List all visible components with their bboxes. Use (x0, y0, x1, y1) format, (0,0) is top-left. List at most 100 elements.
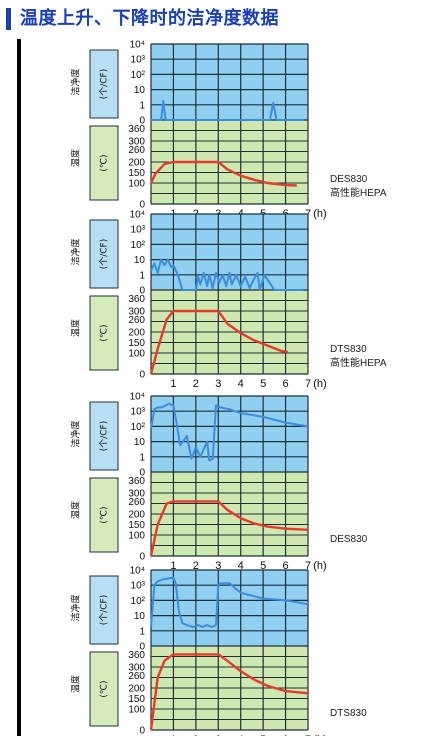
x-tick-label: 5 (260, 734, 266, 736)
temperature-tick-label: 100 (128, 531, 145, 542)
x-tick-label: 3 (215, 734, 221, 736)
cleanliness-tick-label: 1 (139, 626, 145, 637)
x-tick-label: (h) (313, 734, 326, 736)
cleanliness-unit: (个/CF) (99, 421, 110, 452)
title-accent-bar (6, 8, 11, 30)
cleanliness-unit: (个/CF) (99, 595, 110, 626)
temperature-tick-label: 300 (128, 307, 145, 318)
temperature-tick-label: 100 (128, 179, 145, 190)
temperature-tick-label: 150 (128, 520, 145, 531)
cleanliness-tick-label: 10 (134, 255, 146, 266)
temperature-tick-label: 260 (128, 315, 145, 326)
x-tick-label: 1 (170, 734, 176, 736)
temperature-tick-label: 100 (128, 705, 145, 716)
temperature-tick-label: 0 (139, 200, 145, 211)
cleanliness-tick-label: 1 (139, 100, 145, 111)
x-tick-label: 4 (238, 734, 244, 736)
temperature-axis-label: 温度 (70, 149, 82, 167)
cleanliness-tick-label: 10² (131, 240, 146, 251)
x-tick-label: 2 (193, 378, 199, 390)
model-label: 高性能HEPA (330, 186, 387, 199)
cleanliness-tick-label: 10 (134, 611, 146, 622)
x-tick-label: (h) (313, 378, 326, 390)
cleanliness-unit: (个/CF) (99, 69, 110, 100)
x-tick-label: 1 (170, 378, 176, 390)
temperature-tick-label: 200 (128, 684, 145, 695)
cleanliness-axis-label: 洁净度 (70, 68, 82, 95)
cleanliness-tick-label: 10² (131, 422, 146, 433)
temperature-tick-label: 260 (128, 671, 145, 682)
temperature-tick-label: 300 (128, 137, 145, 148)
temperature-series-line (149, 500, 309, 557)
temperature-tick-label: 0 (139, 726, 145, 736)
cleanliness-tick-label: 10 (134, 437, 146, 448)
x-tick-label: 7 (305, 734, 311, 736)
x-tick-label: 4 (238, 378, 244, 390)
temperature-tick-label: 150 (128, 338, 145, 349)
chart-1: 10⁴10³10²101036030026020015010001234567(… (70, 40, 387, 221)
temperature-tick-label: 360 (128, 294, 145, 305)
model-label: 高性能HEPA (330, 356, 387, 369)
cleanliness-panel-bg (151, 214, 308, 290)
cleanliness-unit-box (89, 219, 119, 289)
temperature-series-line (149, 160, 297, 187)
temperature-axis-label: 温度 (70, 319, 82, 337)
temperature-tick-label: 150 (128, 694, 145, 705)
cleanliness-tick-label: 10² (131, 596, 146, 607)
x-tick-label: 3 (215, 560, 221, 572)
cleanliness-tick-label: 1 (139, 452, 145, 463)
x-tick-label: 4 (238, 560, 244, 572)
temperature-tick-label: 300 (128, 489, 145, 500)
cleanliness-axis-label: 洁净度 (70, 594, 82, 621)
cleanliness-axis-label: 洁净度 (70, 420, 82, 447)
x-tick-label: 3 (215, 378, 221, 390)
x-tick-label: 7 (305, 378, 311, 390)
x-tick-label: (h) (313, 560, 326, 572)
cleanliness-tick-label: 0 (139, 286, 145, 297)
x-tick-label: 5 (260, 560, 266, 572)
model-label: DES830 (330, 174, 368, 185)
temperature-tick-label: 200 (128, 158, 145, 169)
left-rule (17, 39, 21, 736)
x-tick-label: 6 (283, 378, 289, 390)
temperature-series-line (149, 653, 309, 731)
temperature-unit-box (89, 651, 119, 727)
cleanliness-axis-label: 洁净度 (70, 238, 82, 265)
temperature-tick-label: 360 (128, 124, 145, 135)
cleanliness-tick-label: 0 (139, 642, 145, 653)
temperature-axis-label: 温度 (70, 501, 82, 519)
temperature-unit: (℃) (100, 324, 110, 341)
cleanliness-series-line (150, 258, 304, 291)
temperature-tick-label: 360 (128, 476, 145, 487)
cleanliness-series-line (150, 576, 309, 628)
x-tick-label: 6 (283, 734, 289, 736)
model-label: DTS830 (330, 708, 367, 719)
chart-4: 10⁴10³10²101036030026020015010001234567(… (70, 566, 368, 736)
temperature-tick-label: 260 (128, 145, 145, 156)
temperature-tick-label: 0 (139, 552, 145, 563)
temperature-tick-label: 150 (128, 168, 145, 179)
cleanliness-tick-label: 10³ (131, 581, 146, 592)
temperature-tick-label: 0 (139, 370, 145, 381)
temperature-tick-label: 200 (128, 328, 145, 339)
cleanliness-series-line (150, 402, 309, 462)
temperature-tick-label: 360 (128, 650, 145, 661)
cleanliness-tick-label: 10 (134, 85, 146, 96)
cleanliness-unit-box (89, 49, 119, 119)
cleanliness-tick-label: 10² (131, 70, 146, 81)
temperature-unit: (℃) (100, 506, 110, 523)
cleanliness-tick-label: 0 (139, 116, 145, 127)
cleanliness-tick-label: 10⁴ (130, 566, 145, 577)
x-tick-label: 2 (193, 734, 199, 736)
temperature-tick-label: 300 (128, 663, 145, 674)
cleanliness-tick-label: 0 (139, 468, 145, 479)
temperature-unit: (℃) (100, 680, 110, 697)
cleanliness-tick-label: 1 (139, 270, 145, 281)
x-tick-label: 1 (170, 560, 176, 572)
cleanliness-unit-box (89, 575, 119, 645)
temperature-tick-label: 260 (128, 497, 145, 508)
x-tick-label: 2 (193, 560, 199, 572)
